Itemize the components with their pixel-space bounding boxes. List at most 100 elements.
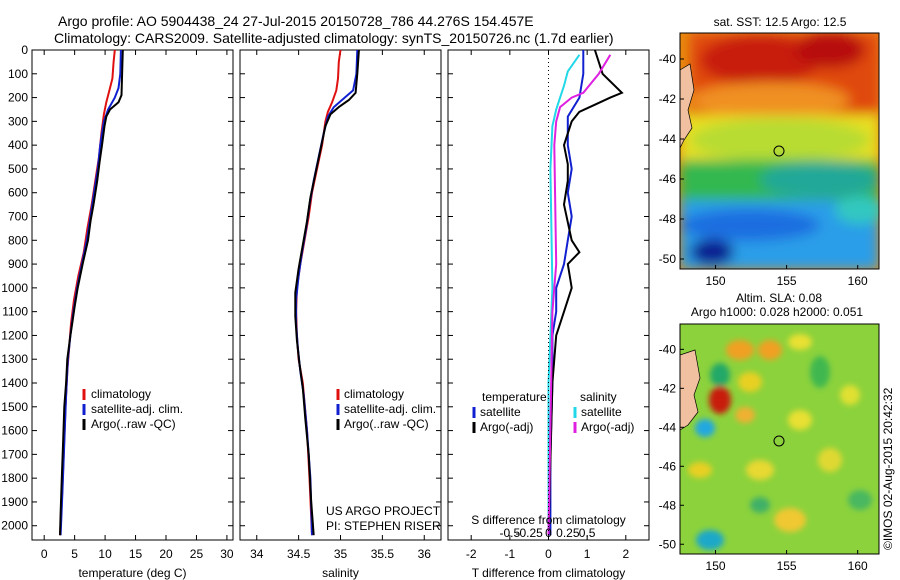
sla_map-xtick-label: 150 [706, 559, 726, 573]
depth-tick-label: 1600 [1, 424, 28, 438]
depth-tick-label: 700 [8, 210, 28, 224]
temperature-panel: 0100200300400500600700800900100011001200… [1, 43, 234, 580]
depth-tick-label: 1000 [1, 281, 28, 295]
temperature-series-climatology [59, 49, 116, 536]
sst_map-ytick-label: -46 [659, 172, 677, 186]
depth-tick-label: 1900 [1, 495, 28, 509]
depth-tick-label: 1300 [1, 352, 28, 366]
sst-argo-marker [773, 145, 785, 157]
difference-xtick-label: -1 [505, 547, 516, 561]
sst_map-ytick-label: -50 [659, 252, 677, 266]
header-line-2: Climatology: CARS2009. Satellite-adjuste… [54, 30, 614, 46]
sal-legend-label: Argo(..raw -QC) [344, 417, 429, 431]
imos-stamp: ©IMOS 02-Aug-2015 20:42:32 [881, 387, 895, 550]
temp-legend-label: satellite-adj. clim. [91, 402, 183, 416]
salinity-xtick-label: 35 [334, 547, 348, 561]
sst-map-title: sat. SST: 12.5 Argo: 12.5 [714, 15, 847, 29]
difference-xtick-label: 0 [545, 547, 552, 561]
sst-map: sat. SST: 12.5 Argo: 12.5 150 155 160 -40 -4… [659, 15, 880, 288]
salinity-xtick-label: 34.5 [287, 547, 311, 561]
depth-tick-label: 1400 [1, 376, 28, 390]
salinity-xlabel: salinity [322, 566, 359, 580]
s-diff-tick-label: 0.25 [556, 526, 580, 540]
depth-tick-label: 500 [8, 162, 28, 176]
depth-tick-label: 1700 [1, 447, 28, 461]
temperature-xtick-label: 25 [190, 547, 204, 561]
sla-map-title-2: Argo h1000: 0.028 h2000: 0.051 [691, 305, 863, 319]
difference-xlabel: T difference from climatology [472, 566, 626, 580]
diff-legend-label: Argo(-adj) [581, 420, 634, 434]
diff-legend-label: satellite [581, 405, 622, 419]
salinity-xtick-label: 35.5 [371, 547, 395, 561]
temperature-xtick-label: 5 [71, 547, 78, 561]
depth-tick-label: 600 [8, 186, 28, 200]
depth-tick-label: 1200 [1, 328, 28, 342]
depth-tick-label: 1500 [1, 400, 28, 414]
s-diff-tick-label: -0.25 [515, 526, 543, 540]
diff-legend-title-salinity: salinity [580, 390, 617, 404]
salinity-series-climatology [295, 49, 342, 536]
sla_map-ytick-label: -48 [659, 498, 677, 512]
sla_map-ytick-label: -46 [659, 459, 677, 473]
s-diff-tick-label: 0 [545, 526, 552, 540]
sla_map-xtick-label: 160 [848, 559, 868, 573]
sal-legend-label: climatology [344, 387, 404, 401]
depth-tick-label: 100 [8, 67, 28, 81]
difference-xtick-label: -2 [466, 547, 477, 561]
diff-legend-label: satellite [480, 405, 521, 419]
temp-legend-label: climatology [91, 387, 151, 401]
sla-argo-marker [773, 435, 785, 447]
pi-label: PI: STEPHEN RISER [326, 519, 441, 533]
temperature-xtick-label: 15 [129, 547, 143, 561]
sla-map: Altim. SLA: 0.08 Argo h1000: 0.028 h2000… [659, 291, 880, 573]
temperature-xtick-label: 30 [220, 547, 234, 561]
diff-legend-label: Argo(-adj) [480, 420, 533, 434]
depth-tick-label: 900 [8, 257, 28, 271]
sst_map-ytick-label: -42 [659, 92, 677, 106]
salinity-xtick-label: 34 [250, 547, 264, 561]
sal-legend-label: satellite-adj. clim. [344, 402, 436, 416]
sst_map-xtick-label: 150 [706, 274, 726, 288]
temperature-xlabel: temperature (deg C) [78, 566, 186, 580]
temperature-xtick-label: 0 [41, 547, 48, 561]
sst_map-ytick-label: -44 [659, 132, 677, 146]
sla_map-ytick-label: -50 [659, 537, 677, 551]
difference-panel: -2 -1 0 1 2 T difference from climatology -0.5… [447, 49, 650, 580]
sla_map-ytick-label: -42 [659, 381, 677, 395]
difference-series-t-argo [547, 49, 624, 536]
temperature-series-satellite [59, 49, 122, 536]
depth-tick-label: 400 [8, 138, 28, 152]
depth-tick-label: 200 [8, 91, 28, 105]
temperature-frame [31, 49, 234, 541]
sla_map-xtick-label: 155 [777, 559, 797, 573]
diff-legend-title-temperature: temperature [482, 390, 547, 404]
depth-tick-label: 300 [8, 114, 28, 128]
salinity-xtick-label: 36 [418, 547, 432, 561]
depth-tick-label: 1100 [2, 305, 28, 319]
salinity-frame [239, 49, 442, 541]
s-diff-xlabel: S difference from climatology [471, 513, 626, 527]
temperature-series-argo [59, 49, 124, 536]
s-diff-tick-label: 0.5 [579, 526, 596, 540]
sla-map-title-1: Altim. SLA: 0.08 [736, 291, 822, 305]
difference-xtick-label: 1 [584, 547, 591, 561]
salinity-series-argo [294, 49, 360, 536]
sla_map-ytick-label: -40 [659, 342, 677, 356]
difference-xtick-label: 2 [622, 547, 629, 561]
sst_map-xtick-label: 160 [848, 274, 868, 288]
temperature-xtick-label: 20 [159, 547, 173, 561]
salinity-panel: 34 34.5 35 35.5 36 salinity climatologysatelli… [239, 49, 442, 580]
s-diff-tick-label: -0.5 [500, 526, 521, 540]
depth-tick-label: 0 [21, 43, 28, 57]
sla-map-image [680, 324, 879, 554]
depth-tick-label: 1800 [1, 471, 28, 485]
difference-series-s-argo [547, 54, 612, 536]
sst_map-ytick-label: -40 [659, 52, 677, 66]
difference-series-s-satellite [547, 54, 581, 536]
temperature-xtick-label: 10 [98, 547, 112, 561]
sst_map-xtick-label: 155 [777, 274, 797, 288]
sla_map-ytick-label: -44 [659, 420, 677, 434]
header-line-1: Argo profile: AO 5904438_24 27-Jul-2015 … [58, 13, 534, 29]
sst_map-ytick-label: -48 [659, 212, 677, 226]
